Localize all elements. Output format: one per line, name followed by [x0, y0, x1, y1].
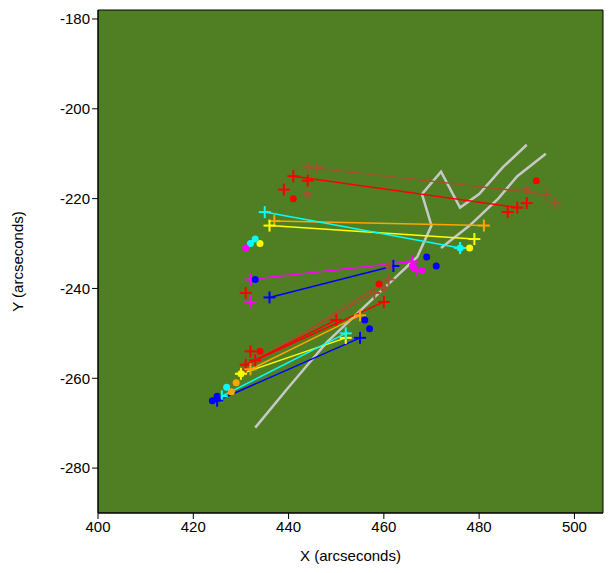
svg-text:440: 440 [276, 518, 301, 535]
svg-text:-260: -260 [60, 370, 90, 387]
svg-text:480: 480 [467, 518, 492, 535]
svg-text:-240: -240 [60, 280, 90, 297]
svg-text:460: 460 [371, 518, 396, 535]
svg-text:-180: -180 [60, 10, 90, 27]
svg-text:500: 500 [562, 518, 587, 535]
svg-text:X (arcseconds): X (arcseconds) [300, 547, 401, 564]
svg-text:-220: -220 [60, 190, 90, 207]
svg-text:-280: -280 [60, 459, 90, 476]
svg-text:-200: -200 [60, 100, 90, 117]
svg-text:400: 400 [85, 518, 110, 535]
svg-text:Y (arcseconds): Y (arcseconds) [9, 211, 26, 312]
svg-text:420: 420 [181, 518, 206, 535]
